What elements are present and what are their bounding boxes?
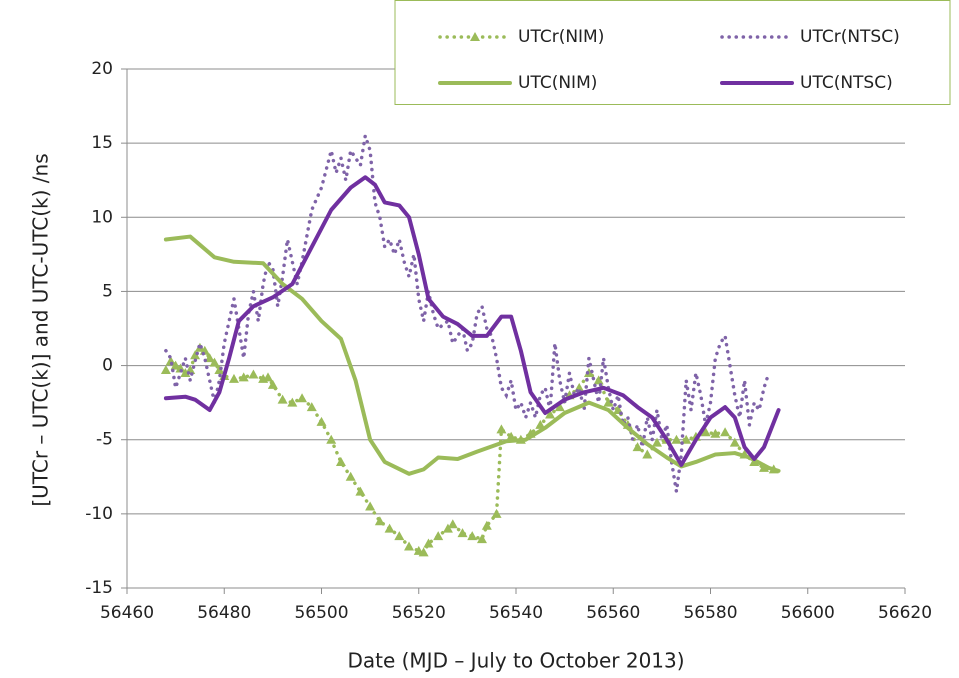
data-point — [209, 357, 220, 367]
data-point — [632, 442, 643, 452]
series-line — [163, 234, 781, 476]
data-point — [263, 372, 274, 382]
legend-label: UTC(NIM) — [518, 73, 597, 93]
data-point — [603, 397, 614, 407]
y-tick-label: 5 — [102, 281, 113, 301]
data-point — [214, 365, 225, 375]
x-tick-label: 56520 — [392, 603, 446, 623]
y-tick-label: 10 — [91, 207, 113, 227]
legend-label: UTCr(NTSC) — [800, 27, 900, 47]
legend-label: UTC(NTSC) — [800, 73, 893, 93]
data-point — [729, 437, 740, 447]
x-tick-label: 56580 — [683, 603, 737, 623]
data-point — [384, 523, 395, 533]
x-tick-label: 56620 — [878, 603, 932, 623]
data-point — [447, 519, 458, 529]
data-point — [642, 449, 653, 459]
x-tick-label: 56460 — [100, 603, 154, 623]
data-point — [180, 367, 191, 377]
x-tick-label: 56560 — [586, 603, 640, 623]
y-tick-label: -5 — [96, 430, 113, 450]
x-axis-title: Date (MJD – July to October 2013) — [347, 649, 684, 673]
data-point — [355, 486, 366, 496]
data-point — [287, 397, 298, 407]
data-point — [652, 437, 663, 447]
data-point — [433, 531, 444, 541]
data-point — [418, 547, 429, 557]
data-point — [491, 508, 502, 518]
x-tick-label: 56500 — [294, 603, 348, 623]
data-point — [506, 431, 517, 441]
data-point — [160, 365, 171, 375]
data-point — [554, 402, 565, 412]
y-tick-label: 20 — [91, 59, 113, 79]
series-line — [163, 175, 781, 467]
data-point — [593, 375, 604, 385]
data-point — [345, 471, 356, 481]
data-point — [535, 419, 546, 429]
data-point — [267, 379, 278, 389]
data-point — [545, 409, 556, 419]
legend-box — [394, 0, 951, 105]
data-point — [175, 363, 186, 373]
x-tick-label: 56540 — [489, 603, 543, 623]
legend-label: UTCr(NIM) — [518, 27, 604, 47]
data-point — [394, 531, 405, 541]
series-line — [164, 135, 771, 492]
data-point — [228, 373, 239, 383]
data-point — [423, 538, 434, 548]
data-point — [170, 360, 181, 370]
legend-marker — [470, 32, 480, 41]
data-point — [496, 424, 507, 434]
y-tick-label: 0 — [102, 356, 113, 376]
data-point — [306, 402, 317, 412]
y-tick-label: 15 — [91, 133, 113, 153]
data-point — [248, 369, 259, 379]
y-tick-label: -15 — [85, 578, 113, 598]
data-point — [204, 353, 215, 363]
data-point — [457, 528, 468, 538]
x-tick-label: 56600 — [781, 603, 835, 623]
data-point — [316, 416, 327, 426]
x-tick-label: 56480 — [197, 603, 251, 623]
y-axis-title: [UTCr – UTC(k)] and UTC-UTC(k) /ns — [29, 153, 53, 506]
data-point — [277, 394, 288, 404]
data-point — [297, 393, 308, 403]
data-point — [190, 350, 201, 360]
data-point — [681, 434, 692, 444]
y-tick-label: -10 — [85, 504, 113, 524]
data-point — [720, 427, 731, 437]
data-point — [481, 520, 492, 530]
data-point — [710, 428, 721, 438]
data-point — [700, 427, 711, 437]
data-point — [467, 531, 478, 541]
data-point — [476, 534, 487, 544]
data-point — [374, 516, 385, 526]
data-point — [238, 372, 249, 382]
data-point — [326, 434, 337, 444]
data-point — [404, 541, 415, 551]
data-point — [335, 456, 346, 466]
data-point — [671, 434, 682, 444]
data-point — [365, 501, 376, 511]
